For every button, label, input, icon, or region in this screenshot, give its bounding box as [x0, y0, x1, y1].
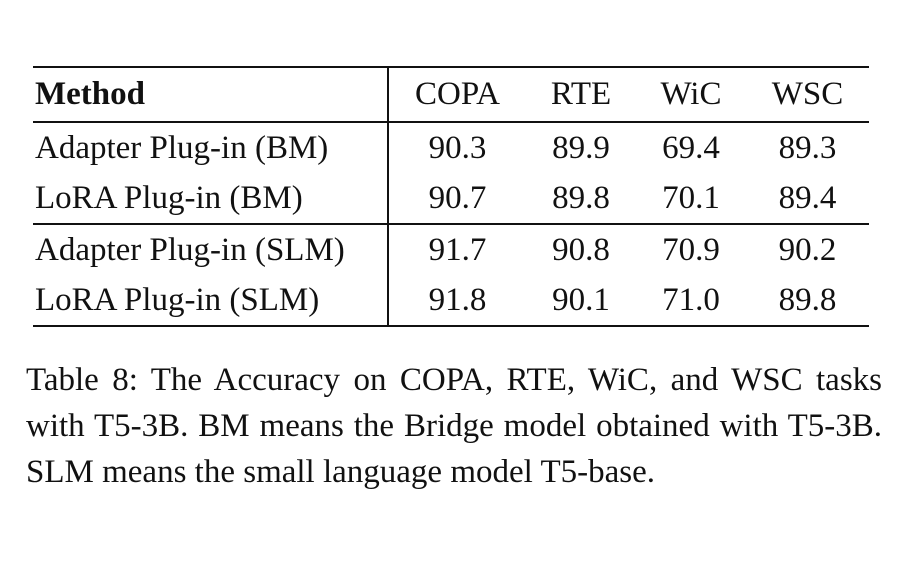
table-header-row: Method COPA RTE WiC WSC	[33, 66, 869, 123]
table-row: LoRA Plug-in (BM) 90.7 89.8 70.1 89.4	[33, 173, 869, 224]
table-row: Adapter Plug-in (BM) 90.3 89.9 69.4 89.3	[33, 122, 869, 173]
method-cell: Adapter Plug-in (BM)	[33, 122, 389, 173]
results-table-container: Method COPA RTE WiC WSC Adapter Plug-in …	[33, 66, 869, 327]
rte-cell: 89.9	[552, 130, 610, 166]
wsc-cell: 89.4	[778, 179, 837, 216]
copa-cell: 90.3	[428, 130, 487, 166]
column-header-copa: COPA	[388, 66, 526, 123]
column-header-method: Method	[33, 66, 389, 123]
wic-cell: 71.0	[636, 275, 746, 327]
method-cell: LoRA Plug-in (SLM)	[33, 275, 389, 327]
column-header-rte: RTE	[526, 66, 636, 123]
rte-cell: 89.8	[552, 179, 610, 216]
copa-cell: 91.8	[388, 275, 526, 327]
wsc-cell: 89.3	[778, 130, 837, 166]
table-row: Adapter Plug-in (SLM) 91.7 90.8 70.9 90.…	[33, 223, 869, 275]
wic-cell: 70.9	[636, 223, 746, 275]
method-cell: LoRA Plug-in (BM)	[33, 173, 389, 224]
table-row: LoRA Plug-in (SLM) 91.8 90.1 71.0 89.8	[33, 275, 869, 327]
accuracy-table: Method COPA RTE WiC WSC Adapter Plug-in …	[33, 66, 869, 327]
rte-cell: 90.1	[526, 275, 636, 327]
wic-cell: 70.1	[662, 179, 720, 216]
wsc-cell: 89.8	[746, 275, 869, 327]
column-header-wsc: WSC	[746, 66, 869, 123]
copa-cell: 90.7	[428, 179, 487, 216]
wic-cell: 69.4	[662, 130, 720, 166]
wsc-cell: 90.2	[746, 223, 869, 275]
copa-cell: 91.7	[388, 223, 526, 275]
column-header-wic: WiC	[636, 66, 746, 123]
table-caption: Table 8: The Accuracy on COPA, RTE, WiC,…	[26, 362, 882, 490]
rte-cell: 90.8	[526, 223, 636, 275]
method-cell: Adapter Plug-in (SLM)	[33, 223, 389, 275]
